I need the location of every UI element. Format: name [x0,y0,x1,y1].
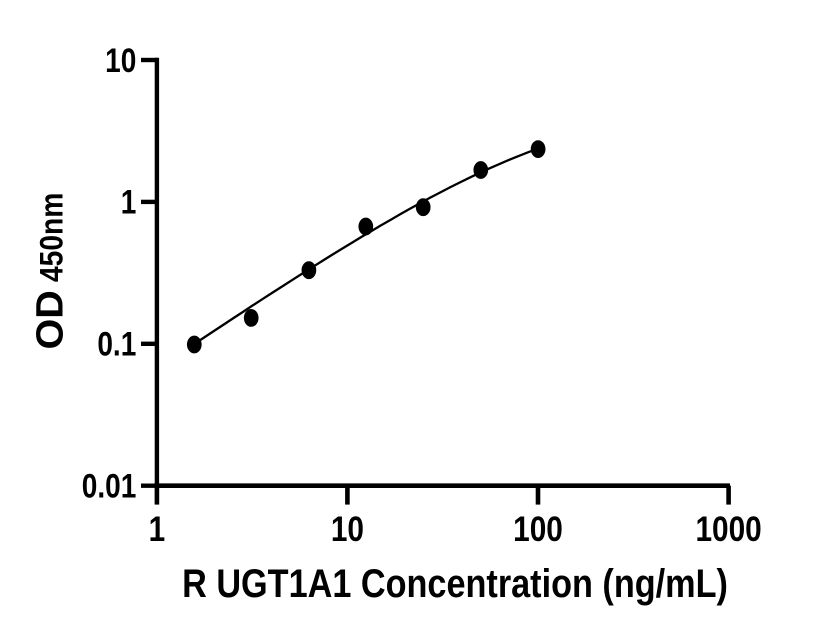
svg-text:OD: OD [29,290,71,349]
svg-text:1: 1 [121,183,137,221]
svg-text:0.01: 0.01 [82,467,137,505]
svg-text:100: 100 [513,510,563,549]
svg-text:450nm: 450nm [35,193,70,282]
svg-text:1: 1 [149,510,166,549]
svg-text:1000: 1000 [695,510,761,549]
svg-text:R UGT1A1 Concentration (ng/mL): R UGT1A1 Concentration (ng/mL) [182,560,728,605]
svg-text:10: 10 [105,41,136,79]
svg-text:0.1: 0.1 [97,325,136,363]
svg-text:10: 10 [331,510,364,549]
